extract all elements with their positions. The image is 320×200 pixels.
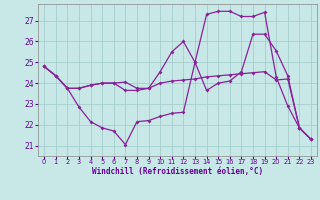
X-axis label: Windchill (Refroidissement éolien,°C): Windchill (Refroidissement éolien,°C) (92, 167, 263, 176)
